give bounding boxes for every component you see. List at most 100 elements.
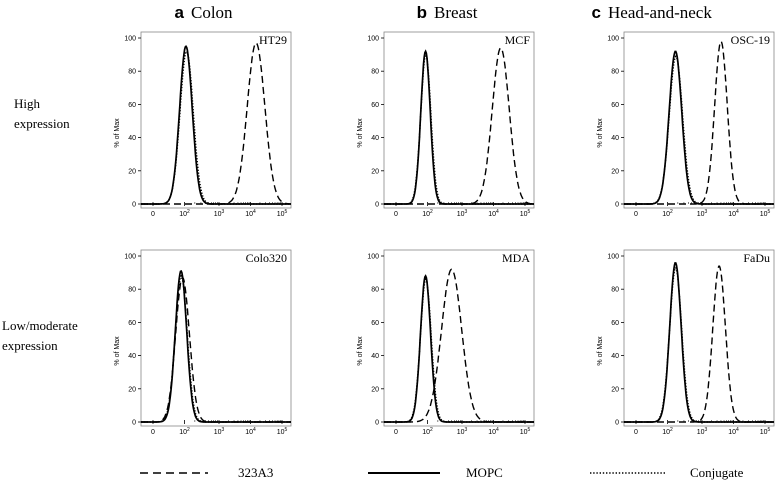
- legend: 323A3 MOPC Conjugate: [140, 465, 744, 480]
- series-conjugate-curve: [141, 274, 291, 423]
- legend-label: MOPC: [466, 465, 503, 480]
- x-tick-label: 0: [394, 211, 398, 218]
- plot-frame: [383, 31, 535, 209]
- legend-item-conjugate: Conjugate: [590, 465, 744, 480]
- histogram-panel-osc-19: % of Max 0 20 40 60 80 100 0 102 103 104 105 OSC-19: [597, 31, 775, 218]
- series-323a3-curve: [384, 268, 534, 423]
- histogram-panel-ht29: % of Max 0 20 40 60 80 100 0 102 103 104 105 HT29: [114, 31, 292, 218]
- column-title: Breast: [434, 3, 478, 22]
- x-tick-label: 105: [277, 427, 288, 436]
- row-label-low-moderate: Low/moderate expression: [2, 318, 78, 353]
- y-axis-label: % of Max: [597, 336, 604, 366]
- y-tick-label: 60: [371, 102, 379, 109]
- y-tick-label: 20: [371, 168, 379, 175]
- series-mopc-curve: [141, 269, 291, 423]
- x-tick-label: 104: [488, 209, 499, 218]
- x-tick-label: 0: [394, 429, 398, 436]
- x-tick-label: 105: [277, 209, 288, 218]
- y-tick-label: 60: [611, 320, 619, 327]
- histogram-panel-colo320: % of Max 0 20 40 60 80 100 0 102 103 104 105 Colo320: [114, 249, 292, 436]
- x-tick-label: 104: [245, 209, 256, 218]
- x-tick-label: 102: [179, 427, 190, 436]
- y-tick-label: 0: [375, 202, 379, 209]
- y-tick-label: 20: [611, 168, 619, 175]
- x-tick-label: 102: [179, 209, 190, 218]
- row-label-line2: expression: [2, 338, 58, 353]
- y-tick-label: 80: [128, 69, 136, 76]
- legend-item-323a3: 323A3: [140, 465, 273, 480]
- y-tick-label: 20: [128, 386, 136, 393]
- column-header-colon: a Colon: [175, 3, 234, 22]
- x-tick-label: 0: [151, 211, 155, 218]
- y-tick-label: 40: [371, 353, 379, 360]
- x-tick-label: 105: [520, 427, 531, 436]
- y-tick-label: 20: [611, 386, 619, 393]
- cell-line-label: OSC-19: [731, 33, 770, 47]
- cell-line-label: MDA: [502, 251, 530, 265]
- x-tick-label: 104: [728, 209, 739, 218]
- y-tick-label: 100: [124, 254, 136, 261]
- plot-frame: [140, 249, 292, 427]
- series-323a3-curve: [384, 47, 534, 205]
- histogram-panels: % of Max 0 20 40 60 80 100 0 102 103 104 105 HT29 % o…: [114, 31, 775, 436]
- y-tick-label: 20: [371, 386, 379, 393]
- y-tick-label: 100: [607, 36, 619, 43]
- column-letter: c: [592, 3, 601, 22]
- x-tick-label: 104: [488, 427, 499, 436]
- x-tick-label: 105: [760, 427, 771, 436]
- column-header-head-and-neck: c Head-and-neck: [592, 3, 713, 22]
- series-conjugate-curve: [624, 55, 774, 205]
- y-tick-label: 100: [124, 36, 136, 43]
- cell-line-label: FaDu: [743, 251, 770, 265]
- y-tick-label: 60: [371, 320, 379, 327]
- series-323a3-curve: [624, 40, 774, 205]
- x-tick-label: 103: [697, 427, 708, 436]
- y-tick-label: 40: [128, 135, 136, 142]
- x-tick-label: 0: [634, 429, 638, 436]
- y-axis-label: % of Max: [597, 118, 604, 148]
- series-conjugate-curve: [624, 266, 774, 423]
- legend-item-mopc: MOPC: [368, 465, 503, 480]
- y-tick-label: 0: [132, 420, 136, 427]
- x-tick-label: 104: [245, 427, 256, 436]
- y-tick-label: 100: [367, 36, 379, 43]
- y-axis-label: % of Max: [114, 118, 121, 148]
- cell-line-label: HT29: [259, 33, 287, 47]
- x-tick-label: 102: [422, 209, 433, 218]
- series-mopc-curve: [384, 49, 534, 205]
- x-tick-label: 0: [151, 429, 155, 436]
- column-title: Colon: [191, 3, 233, 22]
- row-label-high: High expression: [14, 96, 70, 131]
- y-tick-label: 0: [375, 420, 379, 427]
- cell-line-label: Colo320: [246, 251, 287, 265]
- plot-frame: [140, 31, 292, 209]
- column-letter: b: [417, 3, 427, 22]
- series-323a3-curve: [141, 276, 291, 423]
- x-tick-label: 105: [520, 209, 531, 218]
- y-tick-label: 40: [611, 353, 619, 360]
- row-label-line2: expression: [14, 116, 70, 131]
- column-title: Head-and-neck: [608, 3, 712, 22]
- series-mopc-curve: [624, 50, 774, 205]
- y-tick-label: 100: [367, 254, 379, 261]
- series-mopc-curve: [141, 44, 291, 205]
- column-header-breast: b Breast: [417, 3, 478, 22]
- series-mopc-curve: [624, 261, 774, 423]
- y-axis-label: % of Max: [357, 336, 364, 366]
- x-tick-label: 102: [422, 427, 433, 436]
- y-tick-label: 20: [128, 168, 136, 175]
- y-axis-label: % of Max: [357, 118, 364, 148]
- column-letter: a: [175, 3, 185, 22]
- y-tick-label: 80: [371, 69, 379, 76]
- y-tick-label: 80: [611, 69, 619, 76]
- plot-frame: [623, 31, 775, 209]
- y-tick-label: 60: [611, 102, 619, 109]
- y-tick-label: 40: [611, 135, 619, 142]
- series-323a3-curve: [141, 42, 291, 205]
- x-tick-label: 103: [697, 209, 708, 218]
- legend-label: 323A3: [238, 465, 273, 480]
- x-tick-label: 103: [457, 427, 468, 436]
- series-mopc-curve: [384, 274, 534, 423]
- y-tick-label: 80: [611, 287, 619, 294]
